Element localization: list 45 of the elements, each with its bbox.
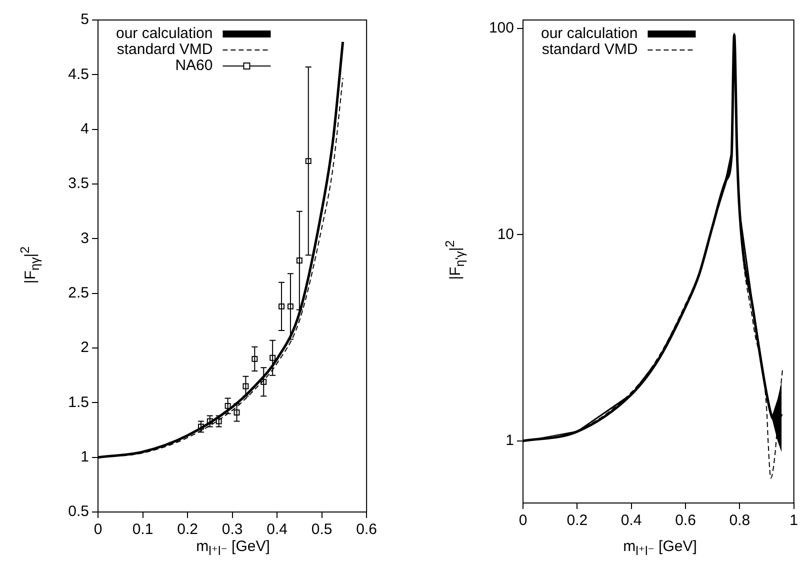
x-tick-label: 0.6 [675,512,696,530]
x-tick-label: 0.4 [266,521,288,538]
legend-label: standard VMD [542,41,638,58]
y-tick-label: 1.5 [68,394,89,411]
y-tick-label: 2 [80,339,89,356]
x-tick-label: 0.2 [177,521,198,538]
y-tick-label: 1 [506,432,514,450]
x-tick-label: 0 [94,521,102,538]
point [252,356,258,362]
point [278,303,284,310]
y-tick-label: 4 [80,120,89,138]
y-tick-label: 5 [80,11,89,28]
point [224,402,231,409]
x-tick-label: 1 [790,512,798,530]
y-tick-label: 3.5 [68,175,89,192]
x-tick-label: 0.8 [729,512,750,530]
point [216,418,222,424]
y-tick-label: 3 [80,230,89,247]
y-tick-label: 1 [80,448,89,466]
point [198,424,204,430]
point [234,410,240,416]
point [270,354,276,361]
x-axis-title: m$_{l⁺l⁻}$ [GeV] [622,538,698,558]
y-tick-label: 2.5 [68,284,89,302]
point [305,158,312,164]
x-tick-label: 0.4 [620,512,642,530]
x-tick-label: 0.2 [566,512,588,530]
legend-label: our calculation [116,25,213,42]
point [288,303,294,310]
x-tick-label: 0.5 [311,521,332,538]
y-tick-label: 4.5 [68,66,89,83]
x-tick-label: 0.3 [222,521,243,538]
legend-label: our calculation [540,25,638,42]
y-tick-label: 100 [488,20,514,37]
x-tick-label: 0.6 [356,521,378,538]
x-tick-label: 0 [518,512,528,530]
legend-label: standard VMD [116,41,213,58]
y-tick-label: 10 [497,226,514,243]
x-axis-title: m$_{l⁺l⁻}$ [GeV] [195,538,271,558]
legend-label: NA60 [175,57,213,74]
point [206,418,213,424]
point [260,378,267,385]
point [242,383,249,390]
x-tick-label: 0.1 [132,521,154,538]
point [296,258,302,264]
